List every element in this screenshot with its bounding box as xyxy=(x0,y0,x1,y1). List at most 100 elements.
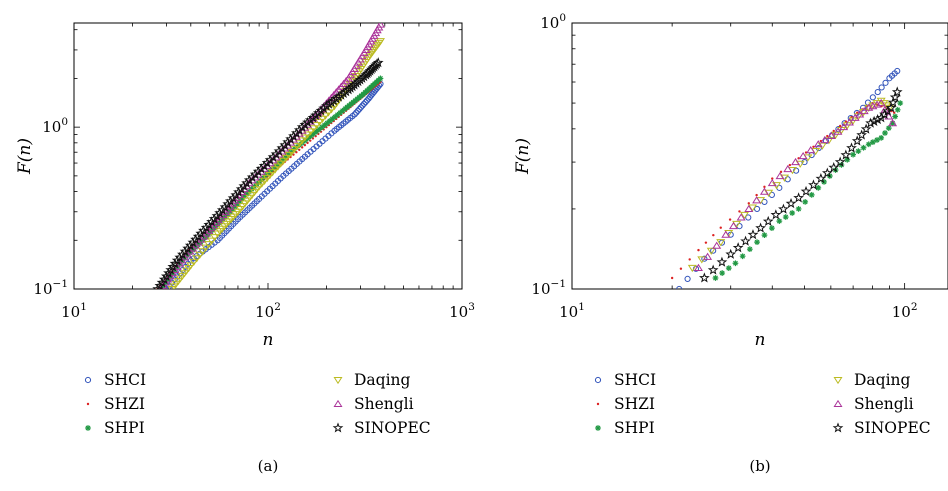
data-point xyxy=(732,260,739,267)
data-point xyxy=(782,214,789,220)
data-point xyxy=(684,275,691,282)
data-point xyxy=(894,106,901,113)
data-point xyxy=(359,102,366,109)
panel-a: 101 102 103 10−1 100 n F(n) SHCI SHZI SHPI Daqing S… xyxy=(15,22,475,475)
data-point xyxy=(719,226,722,229)
data-point xyxy=(793,192,804,203)
data-point xyxy=(236,198,243,205)
series-sinopec xyxy=(699,86,903,283)
data-point xyxy=(846,142,857,153)
data-point xyxy=(882,79,889,86)
data-point xyxy=(762,215,774,227)
data-point xyxy=(872,114,884,125)
data-point xyxy=(754,239,760,246)
legend-label: SHCI xyxy=(614,371,656,389)
legend-label: SHPI xyxy=(104,419,145,437)
data-point xyxy=(844,118,854,126)
data-point xyxy=(747,202,750,205)
data-point xyxy=(739,253,746,260)
data-point xyxy=(802,199,809,205)
data-point xyxy=(339,107,346,114)
x-tick-label: 101 xyxy=(61,301,87,321)
data-point xyxy=(745,214,752,221)
data-point xyxy=(885,125,892,131)
data-point xyxy=(739,211,749,220)
data-point xyxy=(826,134,829,138)
x-tick-label: 103 xyxy=(449,301,475,321)
data-point xyxy=(282,154,289,160)
data-point xyxy=(763,185,766,189)
data-point xyxy=(265,172,275,180)
data-point xyxy=(262,174,272,183)
data-point xyxy=(323,109,333,117)
data-point xyxy=(828,161,840,173)
panel-caption: (b) xyxy=(749,457,770,475)
data-point xyxy=(324,120,331,126)
data-point xyxy=(865,141,872,148)
data-point xyxy=(280,156,286,163)
data-point xyxy=(189,258,199,267)
data-point xyxy=(778,203,789,214)
x-axis-label: n xyxy=(755,330,766,350)
data-point xyxy=(838,124,842,128)
data-point xyxy=(821,179,827,185)
legend-label: Daqing xyxy=(354,371,411,389)
data-point xyxy=(316,126,323,133)
data-point xyxy=(876,97,886,105)
data-point xyxy=(198,248,208,256)
data-point xyxy=(326,118,333,124)
data-point xyxy=(891,86,903,97)
data-point xyxy=(833,127,843,135)
data-point xyxy=(716,239,726,247)
data-point xyxy=(892,111,896,114)
data-point xyxy=(362,99,369,106)
data-point xyxy=(888,119,898,127)
data-point xyxy=(277,159,284,165)
data-point xyxy=(284,151,294,160)
legend-label: Daqing xyxy=(854,371,911,389)
legend-label: SHCI xyxy=(104,371,146,389)
data-point xyxy=(701,255,708,262)
data-point xyxy=(281,154,291,163)
plot-area xyxy=(152,23,385,289)
legend-marker xyxy=(333,376,343,385)
data-point xyxy=(878,84,885,91)
data-point xyxy=(868,115,880,126)
series-shzi xyxy=(670,101,896,280)
data-point xyxy=(234,201,241,207)
data-point xyxy=(303,131,313,139)
data-point xyxy=(257,180,267,188)
y-axis-label: F(n) xyxy=(513,138,533,175)
data-point xyxy=(372,57,384,68)
data-point xyxy=(721,230,731,238)
axes-frame xyxy=(73,22,463,290)
data-point xyxy=(835,126,842,133)
data-point xyxy=(840,149,852,160)
data-point xyxy=(300,134,310,142)
data-point xyxy=(874,88,881,96)
data-point xyxy=(889,120,896,127)
data-point xyxy=(337,109,343,116)
data-point xyxy=(801,158,808,166)
data-point xyxy=(266,168,273,175)
data-point xyxy=(356,106,363,113)
data-point xyxy=(795,206,802,212)
legend-marker xyxy=(833,376,843,385)
data-point xyxy=(704,241,708,244)
data-point xyxy=(321,122,328,128)
data-point xyxy=(320,112,330,120)
data-point xyxy=(309,125,319,133)
data-point xyxy=(746,246,753,253)
legend-marker xyxy=(84,376,92,384)
legend-marker xyxy=(594,376,602,384)
axes-frame xyxy=(571,22,948,290)
data-point xyxy=(357,104,364,111)
data-point xyxy=(839,122,849,131)
panel-caption: (a) xyxy=(258,457,279,475)
data-point xyxy=(260,177,270,185)
data-point xyxy=(753,205,761,213)
data-point xyxy=(728,221,738,230)
data-point xyxy=(377,75,384,82)
data-point xyxy=(712,241,722,249)
data-point xyxy=(318,115,328,123)
